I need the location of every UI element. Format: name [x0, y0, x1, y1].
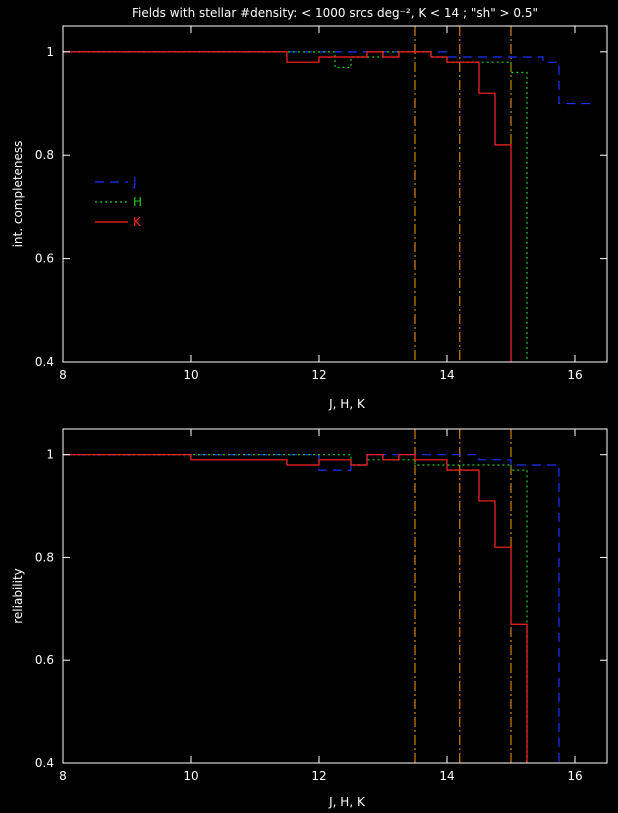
page-title: Fields with stellar #density: < 1000 src…: [132, 6, 538, 20]
y-tick-label: 1: [46, 448, 54, 462]
y-tick-label: 0.6: [35, 653, 54, 667]
series-line-K: [63, 454, 528, 763]
x-tick-label: 10: [183, 769, 198, 783]
series-line-J: [63, 51, 591, 105]
x-axis-label: J, H, K: [328, 397, 366, 411]
legend-label-H: H: [133, 195, 142, 209]
x-tick-label: 14: [439, 368, 454, 382]
y-tick-label: 0.6: [35, 252, 54, 266]
x-tick-label: 16: [567, 769, 582, 783]
x-axis-label: J, H, K: [328, 795, 366, 809]
x-tick-label: 8: [59, 769, 67, 783]
x-tick-label: 12: [311, 368, 326, 382]
y-tick-label: 0.8: [35, 148, 54, 162]
y-axis-label: int. completeness: [11, 141, 25, 248]
series-line-H: [63, 454, 528, 763]
completeness-panel: 8 10 12 14 16 0.4 0.6 0.8 1 J, H, K int. completen…: [11, 25, 608, 411]
x-tick-label: 16: [567, 368, 582, 382]
x-tick-label: 8: [59, 368, 67, 382]
x-tick-label: 14: [439, 769, 454, 783]
series-line-J: [63, 454, 560, 763]
y-tick-label: 0.4: [35, 756, 54, 770]
y-tick-label: 0.4: [35, 355, 54, 369]
y-axis-label: reliability: [11, 568, 25, 624]
x-tick-label: 12: [311, 769, 326, 783]
y-tick-label: 1: [46, 45, 54, 59]
reliability-panel: 8 10 12 14 16 0.4 0.6 0.8 1 J, H, K reliability: [11, 428, 608, 809]
legend-label-K: K: [133, 215, 142, 229]
x-tick-label: 10: [183, 368, 198, 382]
plot-frame: [62, 25, 608, 363]
y-tick-label: 0.8: [35, 550, 54, 564]
series-line-K: [63, 51, 512, 362]
plot-frame: [62, 428, 608, 764]
legend-label-J: J: [132, 175, 137, 189]
